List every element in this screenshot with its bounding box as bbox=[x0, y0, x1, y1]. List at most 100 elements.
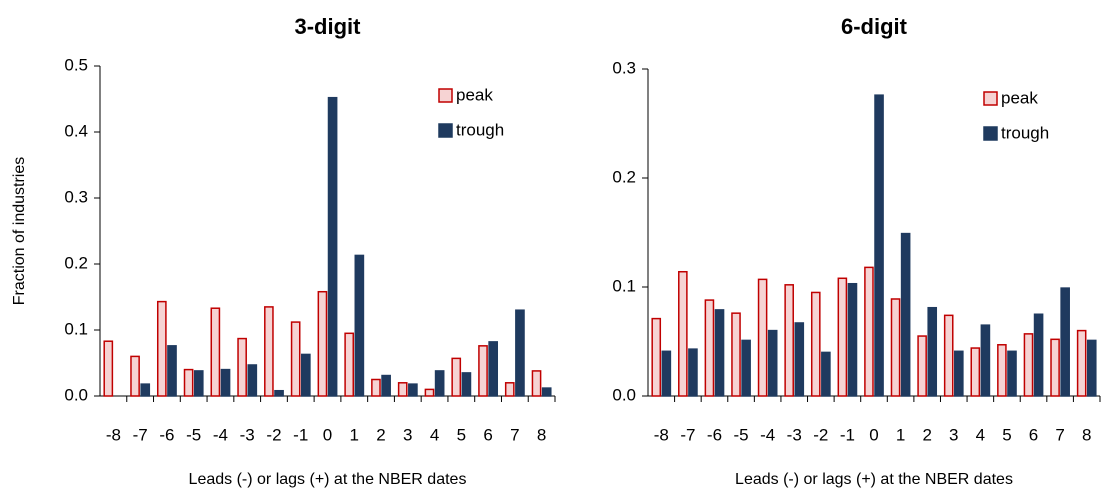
bar bbox=[1086, 339, 1097, 397]
bar bbox=[731, 312, 741, 397]
x-tick-label: 7 bbox=[1055, 425, 1064, 444]
x-tick-label: 6 bbox=[483, 425, 492, 444]
x-tick-label: -5 bbox=[733, 425, 748, 444]
bar bbox=[220, 368, 231, 397]
x-tick-label: -2 bbox=[266, 425, 281, 444]
y-tick-label: 0.1 bbox=[64, 319, 88, 338]
bar bbox=[767, 329, 778, 397]
legend-swatch bbox=[983, 91, 998, 106]
bar bbox=[531, 370, 542, 397]
x-tick-label: 4 bbox=[430, 425, 439, 444]
bar bbox=[837, 277, 848, 397]
bar bbox=[381, 374, 391, 397]
legend-label: peak bbox=[1001, 88, 1038, 107]
bar bbox=[424, 388, 435, 397]
bar bbox=[1007, 350, 1017, 397]
y-tick-label: 0.3 bbox=[64, 187, 88, 206]
y-tick-label: 0.5 bbox=[64, 55, 88, 74]
bar bbox=[130, 355, 140, 397]
bar bbox=[688, 348, 698, 397]
bar bbox=[784, 284, 794, 397]
bar bbox=[451, 357, 462, 397]
bar bbox=[461, 372, 472, 397]
x-tick-label: 3 bbox=[949, 425, 958, 444]
y-tick-label: 0.3 bbox=[612, 58, 636, 77]
bar bbox=[183, 368, 194, 397]
x-tick-label: 2 bbox=[922, 425, 931, 444]
bar bbox=[397, 382, 408, 397]
bar bbox=[661, 350, 672, 397]
bar bbox=[980, 324, 991, 397]
bar bbox=[810, 291, 821, 397]
y-axis-label: Fraction of industries bbox=[11, 157, 28, 306]
x-tick-label: -5 bbox=[186, 425, 201, 444]
bar bbox=[237, 337, 247, 397]
y-tick-label: 0.0 bbox=[612, 385, 636, 404]
y-tick-label: 0.2 bbox=[612, 167, 636, 186]
x-tick-label: 8 bbox=[537, 425, 546, 444]
bar bbox=[140, 383, 151, 397]
bar bbox=[651, 317, 662, 397]
bar bbox=[794, 322, 805, 397]
bar bbox=[741, 339, 751, 397]
bar bbox=[890, 298, 901, 397]
bar bbox=[917, 335, 927, 397]
bar bbox=[970, 347, 981, 397]
bar bbox=[515, 309, 525, 397]
bar bbox=[1033, 313, 1044, 397]
y-tick-label: 0.2 bbox=[64, 253, 88, 272]
bar bbox=[541, 387, 552, 397]
x-tick-label: 1 bbox=[896, 425, 905, 444]
x-tick-label: 0 bbox=[869, 425, 878, 444]
bar bbox=[247, 364, 258, 397]
bar bbox=[504, 382, 515, 397]
bar bbox=[167, 345, 177, 397]
y-tick-label: 0.1 bbox=[612, 276, 636, 295]
y-tick-label: 0.0 bbox=[64, 385, 88, 404]
bar bbox=[300, 353, 311, 397]
x-tick-label: -7 bbox=[133, 425, 148, 444]
bar bbox=[1060, 287, 1070, 397]
bar bbox=[1023, 333, 1034, 397]
bar bbox=[478, 345, 488, 397]
y-tick-label: 0.4 bbox=[64, 121, 88, 140]
legend-label: trough bbox=[1001, 123, 1049, 142]
bar bbox=[847, 282, 858, 397]
bar bbox=[488, 341, 499, 397]
x-tick-label: 5 bbox=[1002, 425, 1011, 444]
bar bbox=[344, 332, 355, 397]
bar bbox=[997, 344, 1007, 397]
bar bbox=[193, 370, 204, 397]
bar bbox=[1076, 329, 1087, 397]
bar bbox=[371, 378, 381, 397]
x-tick-label: 7 bbox=[510, 425, 519, 444]
bar bbox=[714, 309, 725, 397]
bar bbox=[821, 351, 831, 397]
x-tick-label: -6 bbox=[707, 425, 722, 444]
legend-swatch bbox=[438, 88, 453, 103]
x-tick-label: -8 bbox=[654, 425, 669, 444]
bar bbox=[434, 370, 445, 397]
x-tick-label: -4 bbox=[213, 425, 228, 444]
x-tick-label: 5 bbox=[457, 425, 466, 444]
bar bbox=[757, 278, 768, 397]
x-tick-label: 2 bbox=[376, 425, 385, 444]
bar bbox=[327, 96, 338, 397]
bar bbox=[354, 254, 365, 397]
x-tick-label: 3 bbox=[403, 425, 412, 444]
x-tick-label: -7 bbox=[680, 425, 695, 444]
bar bbox=[408, 383, 418, 397]
x-tick-label: -2 bbox=[813, 425, 828, 444]
x-axis-label: Leads (-) or lags (+) at the NBER dates bbox=[189, 471, 467, 488]
bar bbox=[210, 307, 221, 397]
bar bbox=[103, 340, 114, 397]
legend-label: trough bbox=[456, 120, 504, 139]
legend-swatch bbox=[438, 123, 453, 138]
bar bbox=[900, 232, 911, 397]
bar bbox=[943, 314, 954, 397]
bar bbox=[927, 306, 938, 397]
x-tick-label: -1 bbox=[840, 425, 855, 444]
chart-title: 3-digit bbox=[295, 14, 362, 39]
